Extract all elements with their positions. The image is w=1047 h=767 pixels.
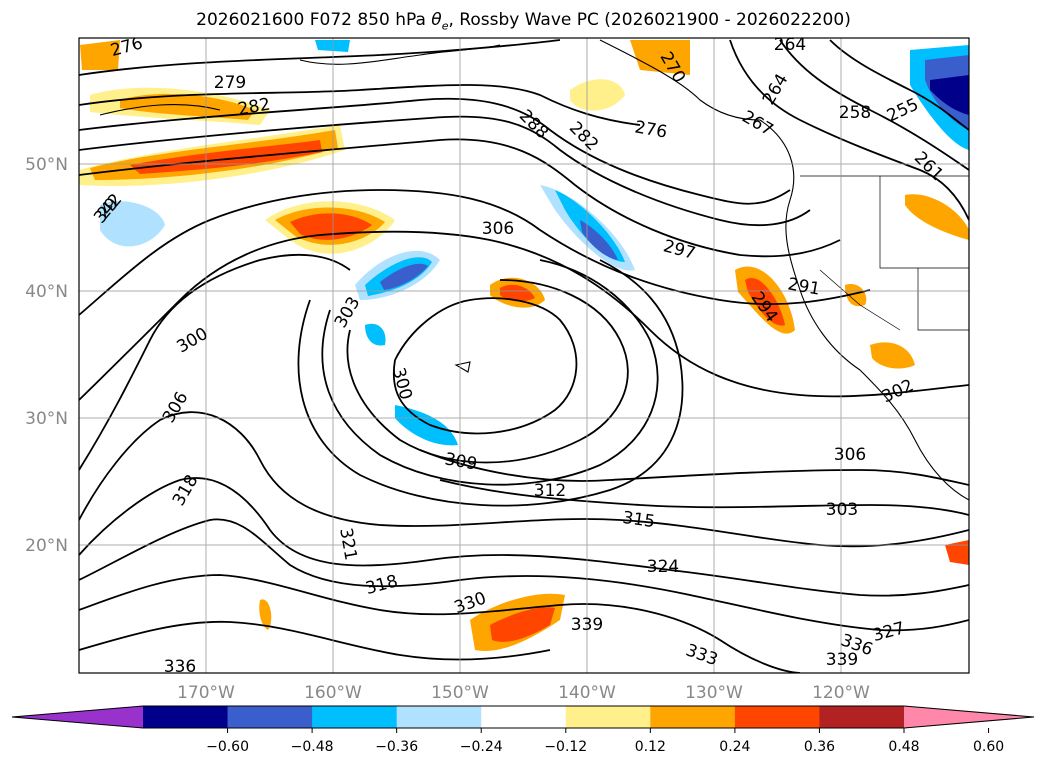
contour-label: 279 (214, 73, 246, 93)
anomaly-shading (79, 40, 969, 651)
colorbar-segment (565, 706, 651, 728)
colorbar-segment (481, 706, 567, 728)
contour-label: 336 (164, 657, 196, 677)
lon-label: 150°W (431, 683, 489, 703)
colorbar-segment (143, 706, 229, 728)
colorbar-extend-low (12, 706, 143, 728)
colorbar-extend-high (904, 706, 1034, 728)
colorbar-segment (819, 706, 905, 728)
contour-label: 264 (774, 35, 806, 55)
contour-label: 339 (571, 615, 603, 635)
contour-label: 258 (839, 103, 871, 123)
colorbar-tick-label: 0.48 (888, 739, 919, 755)
contour-label: 315 (621, 508, 656, 532)
colorbar-segment (734, 706, 820, 728)
colorbar-segment (650, 706, 736, 728)
longitude-labels: 170°W 160°W 150°W 140°W 130°W 120°W (177, 683, 870, 703)
borders (800, 175, 969, 331)
lat-label: 40°N (25, 282, 68, 302)
colorbar (11, 705, 1035, 729)
latitude-labels: 50°N 40°N 30°N 20°N (25, 155, 68, 556)
colorbar-tick-label: −0.36 (375, 739, 418, 755)
map-title: 2026021600 F072 850 hPa θe, Rossby Wave … (196, 10, 851, 33)
colorbar-tick-label: 0.24 (719, 739, 750, 755)
lat-label: 50°N (25, 155, 68, 175)
contour-label: 303 (826, 500, 858, 520)
colorbar-tick-label: −0.12 (544, 739, 587, 755)
lat-label: 30°N (25, 409, 68, 429)
colorbar-tick-label: −0.60 (206, 739, 249, 755)
map-panel (79, 38, 969, 673)
lat-label: 20°N (25, 536, 68, 556)
lon-label: 130°W (685, 683, 743, 703)
map-frame (78, 37, 970, 674)
colorbar-tick-label: 0.12 (635, 739, 666, 755)
contour-label: 306 (834, 445, 866, 465)
contour-label: 339 (826, 650, 858, 670)
colorbar-segment (227, 706, 313, 728)
colorbar-segment (396, 706, 482, 728)
colorbar-segment (312, 706, 398, 728)
gridlines (79, 38, 969, 673)
lon-label: 170°W (177, 683, 235, 703)
lon-label: 140°W (558, 683, 616, 703)
colorbar-ticks: −0.60 −0.48 −0.36 −0.24 −0.12 0.12 0.24 0.36 0.4… (206, 728, 1004, 755)
contour-label: 306 (482, 219, 514, 239)
contour-label: 312 (534, 481, 566, 501)
colorbar-tick-label: 0.36 (804, 739, 835, 755)
lon-label: 120°W (812, 683, 870, 703)
colorbar-tick-label: −0.24 (460, 739, 503, 755)
colorbar-tick-label: 0.60 (973, 739, 1004, 755)
lon-label: 160°W (304, 683, 362, 703)
contour-label: 324 (647, 557, 679, 577)
colorbar-tick-label: −0.48 (291, 739, 334, 755)
